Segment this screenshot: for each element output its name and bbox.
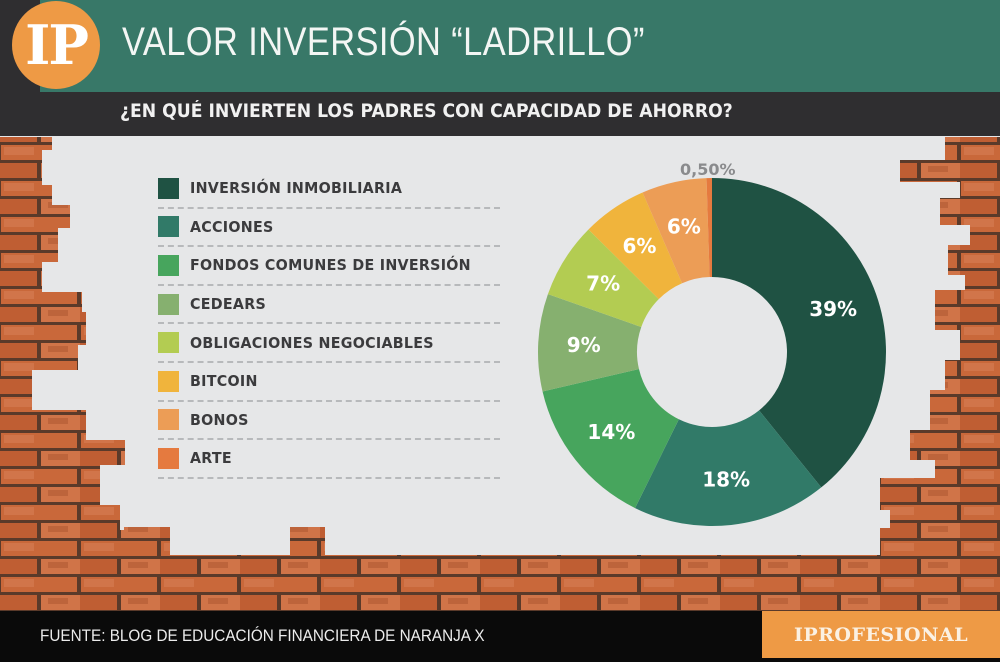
legend-item-bitcoin: BITCOIN: [158, 363, 500, 402]
donut-slice: [538, 294, 642, 392]
legend-label: OBLIGACIONES NEGOCIABLES: [190, 333, 434, 352]
donut-slice: [588, 192, 683, 300]
slice-value-label: 18%: [702, 468, 750, 492]
donut-slice: [712, 178, 886, 488]
legend-item-fondos-comunes: FONDOS COMUNES DE INVERSIÓN: [158, 247, 500, 286]
legend-label: BONOS: [190, 410, 249, 429]
legend-label: BITCOIN: [190, 372, 258, 391]
legend-label: INVERSIÓN INMOBILIARIA: [190, 179, 403, 198]
iprofesional-brand: IPROFESIONAL: [762, 611, 1000, 658]
donut-slice: [642, 178, 710, 284]
legend-item-bonos: BONOS: [158, 402, 500, 441]
legend-item-acciones: ACCIONES: [158, 209, 500, 248]
legend-swatch: [158, 370, 179, 392]
slice-value-label: 39%: [809, 297, 857, 321]
title-bar: [40, 0, 1000, 92]
page-title: VALOR INVERSIÓN “LADRILLO”: [122, 20, 645, 64]
donut-slice: [542, 369, 679, 509]
chart-subtitle: ¿EN QUÉ INVIERTEN LOS PADRES CON CAPACID…: [120, 101, 733, 122]
legend-item-inversion-inmobiliaria: INVERSIÓN INMOBILIARIA: [158, 170, 500, 209]
source-credit: FUENTE: BLOG DE EDUCACIÓN FINANCIERA DE …: [40, 626, 485, 645]
slice-value-label: 6%: [622, 234, 656, 258]
legend-label: ARTE: [190, 449, 232, 468]
legend-label: FONDOS COMUNES DE INVERSIÓN: [190, 256, 471, 275]
slice-value-label: 14%: [587, 420, 635, 444]
subtitle-band: [0, 92, 1000, 136]
donut-chart: 39%18%14%9%7%6%6%: [538, 178, 886, 526]
slice-value-label: 7%: [586, 272, 620, 296]
legend-swatch: [158, 177, 179, 199]
chart-legend: INVERSIÓN INMOBILIARIA ACCIONES FONDOS C…: [158, 170, 500, 479]
donut-slice: [635, 410, 822, 526]
slice-value-label: 6%: [667, 215, 701, 239]
legend-swatch: [158, 293, 179, 315]
legend-swatch: [158, 409, 179, 431]
legend-label: ACCIONES: [190, 217, 274, 236]
slice-value-label: 9%: [567, 333, 601, 357]
legend-item-cedears: CEDEARS: [158, 286, 500, 325]
arte-value-label: 0,50%: [680, 160, 736, 179]
iprofesional-logo: IP: [12, 1, 100, 89]
legend-swatch: [158, 332, 179, 354]
legend-swatch: [158, 216, 179, 238]
brand-text: IPROFESIONAL: [793, 623, 969, 646]
legend-swatch: [158, 254, 179, 276]
legend-item-arte: ARTE: [158, 440, 500, 479]
donut-slice: [547, 229, 659, 328]
logo-text: IP: [25, 13, 89, 77]
legend-item-obligaciones-negociables: OBLIGACIONES NEGOCIABLES: [158, 324, 500, 363]
legend-label: CEDEARS: [190, 295, 267, 314]
donut-slice: [706, 178, 712, 278]
legend-swatch: [158, 447, 179, 469]
